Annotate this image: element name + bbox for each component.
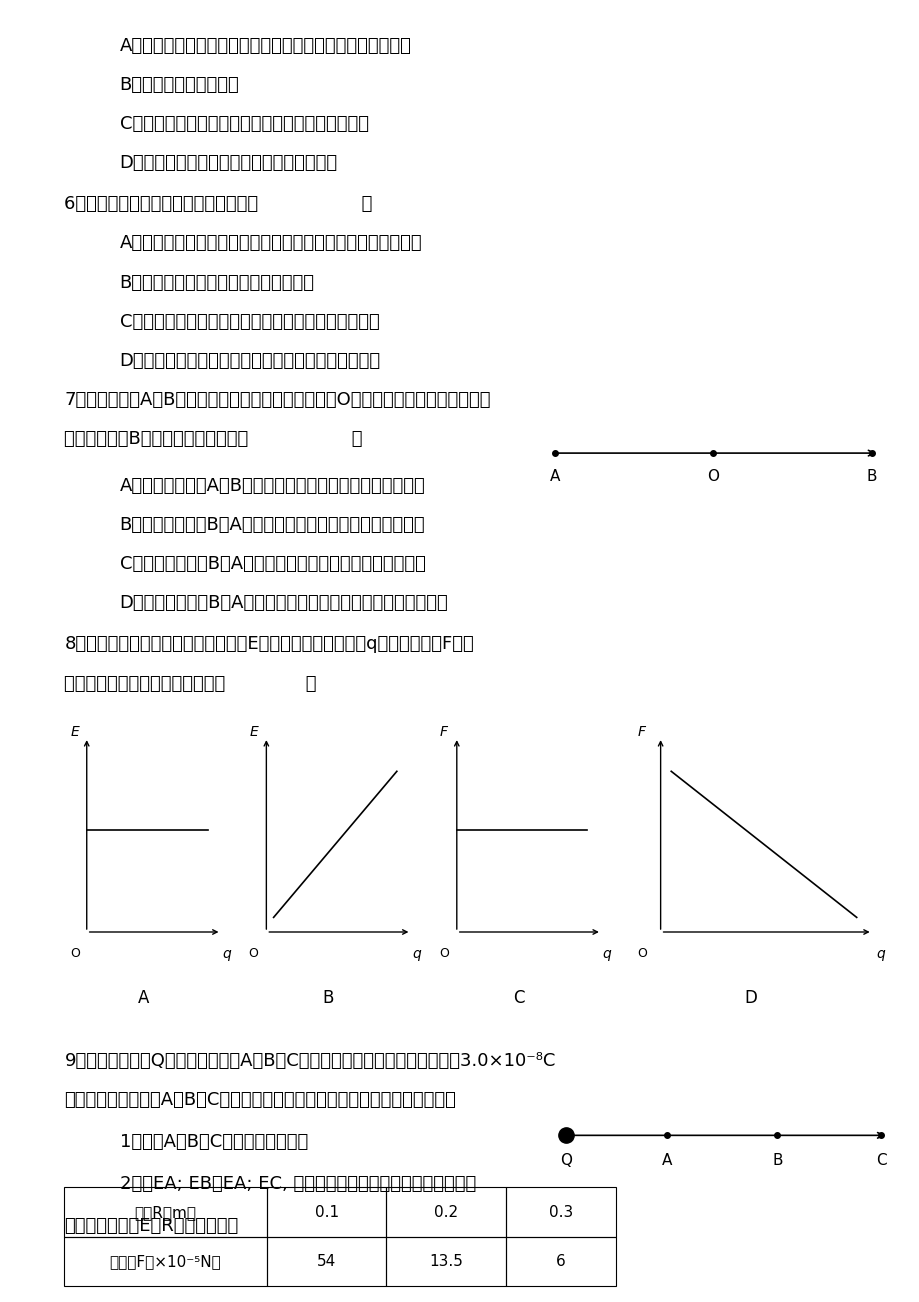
Bar — [64, 1187, 267, 1237]
Text: D、电场线方向由B到A，该电荷做加速运动，加速度大小不能确定: D、电场线方向由B到A，该电荷做加速运动，加速度大小不能确定 — [119, 594, 448, 612]
Text: q: q — [875, 947, 884, 961]
Text: B: B — [866, 469, 877, 484]
Text: O: O — [438, 948, 448, 961]
Text: B: B — [322, 988, 334, 1006]
Text: 某点的电场强度E与R之间的关系。: 某点的电场强度E与R之间的关系。 — [64, 1217, 238, 1236]
Text: 9、在一个点电荷Q形成的电场中有A、B、C三点，如图所示。现将一电荷量为3.0×10⁻⁸C: 9、在一个点电荷Q形成的电场中有A、B、C三点，如图所示。现将一电荷量为3.0×… — [64, 1052, 555, 1070]
Text: 2）求EA; EB，EA; EC, 并根据结果，分析在点电荷的电场中，: 2）求EA; EB，EA; EC, 并根据结果，分析在点电荷的电场中， — [119, 1174, 475, 1193]
Text: C、电场线越密的地方同一检验电荷受的电场力就越大: C、电场线越密的地方同一检验电荷受的电场力就越大 — [119, 312, 379, 331]
Text: F: F — [638, 725, 645, 740]
Text: A、电场线方向由A到B，该电荷做加速运动，加速度越来越小: A、电场线方向由A到B，该电荷做加速运动，加速度越来越小 — [119, 477, 425, 495]
Text: 电场力F（×10⁻⁵N）: 电场力F（×10⁻⁵N） — [109, 1254, 221, 1269]
Text: C、电场线方向由B到A，该电荷做加速运动，加速度越来越小: C、电场线方向由B到A，该电荷做加速运动，加速度越来越小 — [119, 555, 425, 573]
Bar — [505, 1237, 616, 1286]
Text: E: E — [249, 725, 257, 740]
Text: 54: 54 — [317, 1254, 335, 1269]
Text: q: q — [602, 947, 611, 961]
Text: 8、如图所示是电场中某点的电场强度E与放在该点处检验电荷q及所受电场力F之间: 8、如图所示是电场中某点的电场强度E与放在该点处检验电荷q及所受电场力F之间 — [64, 635, 473, 654]
Text: Q: Q — [559, 1152, 572, 1168]
Text: 0.3: 0.3 — [549, 1204, 573, 1220]
Text: A: A — [549, 469, 560, 484]
Text: B: B — [771, 1152, 782, 1168]
Text: C: C — [875, 1152, 886, 1168]
Bar — [267, 1237, 386, 1286]
Text: A、电场线上每一点的切线方向都跟电荷在该点的受力方向相同: A、电场线上每一点的切线方向都跟电荷在该点的受力方向相同 — [119, 234, 422, 253]
Bar — [505, 1187, 616, 1237]
Text: 1）求出A、B、C三点的电场强度；: 1）求出A、B、C三点的电场强度； — [119, 1133, 308, 1151]
Text: 6、关于电场线，以下说法中正确的是（                  ）: 6、关于电场线，以下说法中正确的是（ ） — [64, 195, 372, 214]
Text: q: q — [221, 947, 231, 961]
Text: 0.1: 0.1 — [314, 1204, 338, 1220]
Text: B、电场线方向由B到A，该电荷做加速运动，加速度越来越大: B、电场线方向由B到A，该电荷做加速运动，加速度越来越大 — [119, 516, 425, 534]
Text: F: F — [439, 725, 448, 740]
Bar — [386, 1187, 505, 1237]
Bar — [267, 1187, 386, 1237]
Text: B、电场线是客观存在的: B、电场线是客观存在的 — [119, 76, 239, 94]
Text: O: O — [637, 948, 646, 961]
Text: D: D — [743, 988, 756, 1006]
Text: 距离R（m）: 距离R（m） — [134, 1204, 197, 1220]
Text: C、电场虽然看不见摸不着，但它是客观存在的物质: C、电场虽然看不见摸不着，但它是客观存在的物质 — [119, 115, 369, 133]
Text: O: O — [248, 948, 258, 961]
Text: O: O — [70, 948, 80, 961]
Text: q: q — [412, 947, 421, 961]
Text: D、顺着电场线移动电荷，电荷受电场力大小一定不变: D、顺着电场线移动电荷，电荷受电场力大小一定不变 — [119, 352, 380, 370]
Text: D、电场线总是由稀疏的地方指向密集的地方: D、电场线总是由稀疏的地方指向密集的地方 — [119, 154, 337, 172]
Text: A: A — [661, 1152, 672, 1168]
Text: A、电场是一种看不见摸不着的物质，所以客观上根本不存在: A、电场是一种看不见摸不着的物质，所以客观上根本不存在 — [119, 36, 411, 55]
Text: 的正电荷分别放置在A、B、C三点上，测得它们受到的电场力大小（见表格）。: 的正电荷分别放置在A、B、C三点上，测得它们受到的电场力大小（见表格）。 — [64, 1091, 456, 1109]
Text: 7、如图所示，A、B是某点电荷的一条电场线，在线上O点静止释放一自由负电荷，它: 7、如图所示，A、B是某点电荷的一条电场线，在线上O点静止释放一自由负电荷，它 — [64, 391, 491, 409]
Text: C: C — [512, 988, 524, 1006]
Text: B、沿电场线的方向，电场强度越来越小: B、沿电场线的方向，电场强度越来越小 — [119, 273, 314, 292]
Bar — [64, 1237, 267, 1286]
Text: O: O — [706, 469, 719, 484]
Text: A: A — [138, 988, 150, 1006]
Text: E: E — [71, 725, 79, 740]
Text: 0.2: 0.2 — [434, 1204, 458, 1220]
Text: 6: 6 — [556, 1254, 565, 1269]
Bar — [386, 1237, 505, 1286]
Text: 将沿电场线向B运动，由此可能决断（                  ）: 将沿电场线向B运动，由此可能决断（ ） — [64, 430, 362, 448]
Text: 的函数关系图象，其中正确的是（              ）: 的函数关系图象，其中正确的是（ ） — [64, 674, 316, 693]
Text: 13.5: 13.5 — [429, 1254, 462, 1269]
